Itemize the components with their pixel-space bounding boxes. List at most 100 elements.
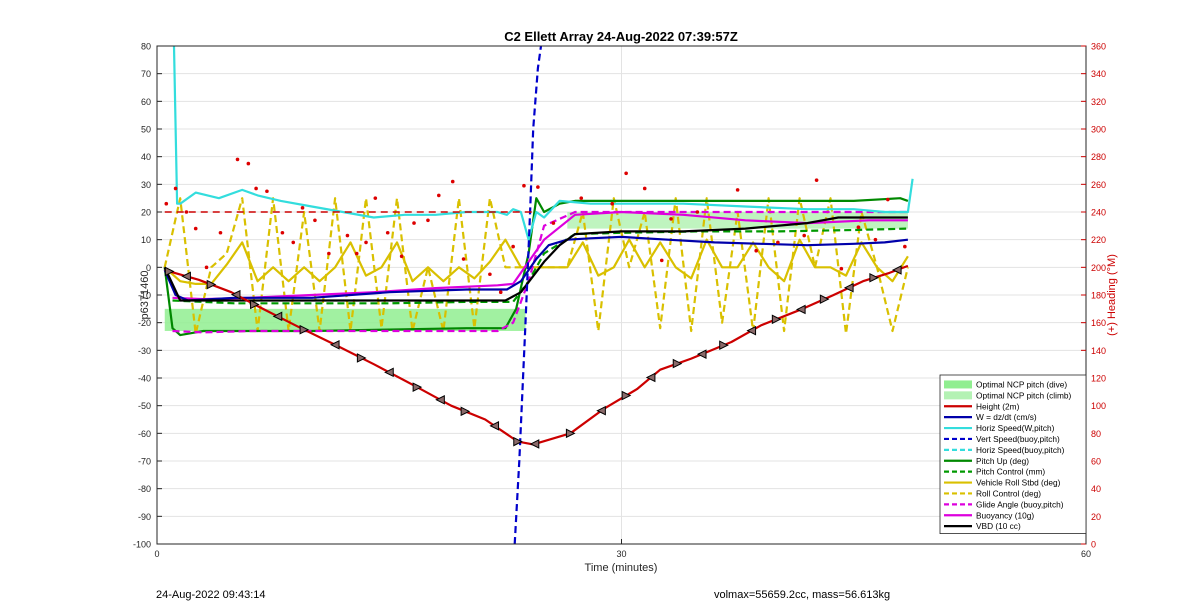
- height-marker: [299, 324, 310, 335]
- heading-dot: [839, 266, 844, 271]
- height-marker: [795, 304, 806, 315]
- height-marker: [272, 311, 283, 322]
- height-marker: [771, 314, 782, 325]
- legend-label: Vehicle Roll Stbd (deg): [976, 478, 1061, 488]
- series-line-vehicle-roll-stbd-deg-: [163, 238, 909, 285]
- heading-dot: [695, 210, 700, 214]
- heading-dot: [624, 171, 628, 176]
- heading-dot: [669, 217, 673, 221]
- heading-dot: [313, 218, 317, 223]
- chart-title: C2 Ellett Array 24-Aug-2022 07:39:57Z: [504, 29, 738, 44]
- heading-dot: [511, 244, 515, 249]
- heading-dot: [364, 240, 368, 245]
- x-axis-label: Time (minutes): [585, 562, 658, 574]
- heading-dot: [610, 201, 615, 206]
- left-axis: 80 70 60 50 40 30 20 10 0 -10 -20 -30 -40 -50 -60 -70 -8…: [133, 42, 162, 550]
- heading-dot: [204, 265, 209, 270]
- height-marker: [250, 299, 260, 310]
- y-tick-label: 50: [141, 125, 151, 135]
- y-tick-label: -40: [138, 374, 151, 384]
- y2-tick-label: 0: [1091, 540, 1096, 550]
- series-lines: [163, 45, 914, 545]
- height-marker: [230, 289, 241, 300]
- heading-dot: [246, 161, 251, 166]
- height-marker: [412, 382, 423, 392]
- heading-dot: [399, 254, 404, 259]
- heading-dot: [802, 233, 807, 238]
- y2-tick-label: 300: [1091, 125, 1106, 135]
- y-tick-label: -20: [138, 318, 151, 328]
- height-marker: [206, 279, 217, 290]
- y-tick-label: -60: [138, 429, 151, 439]
- y-tick-label: 70: [141, 69, 151, 79]
- y2-tick-label: 80: [1091, 429, 1101, 439]
- legend-label: Optimal NCP pitch (climb): [976, 390, 1072, 400]
- height-marker: [891, 265, 902, 275]
- y-tick-label: 10: [141, 235, 151, 245]
- y-tick-label: -80: [138, 484, 151, 494]
- heading-dot: [814, 178, 819, 182]
- heading-dot: [856, 225, 861, 230]
- heading-dot: [659, 258, 664, 263]
- x-tick-label: 30: [616, 549, 626, 559]
- heading-dot: [173, 186, 178, 191]
- heading-dot: [551, 221, 556, 225]
- legend-label: Glide Angle (buoy,pitch): [976, 499, 1064, 509]
- heading-dot: [265, 189, 269, 194]
- heading-dot: [193, 226, 198, 231]
- height-marker: [696, 349, 707, 359]
- x-tick-label: 60: [1081, 549, 1091, 559]
- series-line-height-2m-: [164, 264, 909, 446]
- legend-label: Horiz Speed(buoy,pitch): [976, 445, 1065, 455]
- heading-dot: [300, 206, 305, 210]
- legend-swatch: [944, 391, 972, 400]
- height-marker: [329, 339, 340, 350]
- y-tick-label: -50: [138, 401, 151, 411]
- height-marker: [596, 405, 606, 416]
- height-marker: [435, 394, 445, 405]
- legend-label: Pitch Control (mm): [976, 467, 1045, 477]
- height-marker: [513, 436, 523, 447]
- heading-dot: [735, 188, 740, 192]
- heading-dot: [754, 248, 759, 253]
- y-tick-label: -30: [138, 346, 151, 356]
- y2-tick-label: 40: [1091, 484, 1101, 494]
- height-marker: [356, 353, 367, 363]
- y-tick-label: -90: [138, 512, 151, 522]
- heading-dot: [184, 210, 189, 214]
- heading-dot: [488, 272, 492, 277]
- heading-dot: [291, 240, 296, 245]
- y2-tick-label: 160: [1091, 318, 1106, 328]
- heading-dot: [450, 179, 455, 184]
- height-marker: [746, 325, 757, 336]
- height-markers: [164, 265, 902, 449]
- y-tick-label: -10: [138, 291, 151, 301]
- heading-dot: [385, 230, 390, 235]
- legend-box: [939, 374, 1087, 535]
- y2-tick-label: 340: [1091, 69, 1106, 79]
- y-tick-label: 20: [141, 208, 151, 218]
- heading-dot: [436, 193, 441, 198]
- timestamp-text: 24-Aug-2022 09:43:14: [156, 589, 266, 601]
- height-marker: [645, 372, 656, 383]
- y2-tick-label: 20: [1091, 512, 1101, 522]
- heading-dot: [579, 196, 584, 200]
- height-marker: [460, 406, 471, 417]
- heading-dot: [412, 221, 416, 225]
- height-marker: [489, 421, 500, 431]
- heading-dot: [218, 230, 223, 235]
- legend-label: VBD (10 cc): [976, 521, 1021, 531]
- heading-dot: [903, 244, 907, 249]
- height-marker: [719, 340, 729, 351]
- y-tick-label: 30: [141, 180, 151, 190]
- height-marker: [869, 272, 879, 283]
- heading-dot: [354, 251, 359, 256]
- heading-dot: [345, 233, 350, 238]
- heading-dot: [536, 185, 540, 189]
- y2-tick-label: 120: [1091, 374, 1106, 384]
- y2-tick-label: 280: [1091, 152, 1106, 162]
- height-marker: [672, 358, 683, 369]
- ncp-dive-band: [164, 308, 511, 331]
- legend-label: Pitch Up (deg): [976, 456, 1029, 466]
